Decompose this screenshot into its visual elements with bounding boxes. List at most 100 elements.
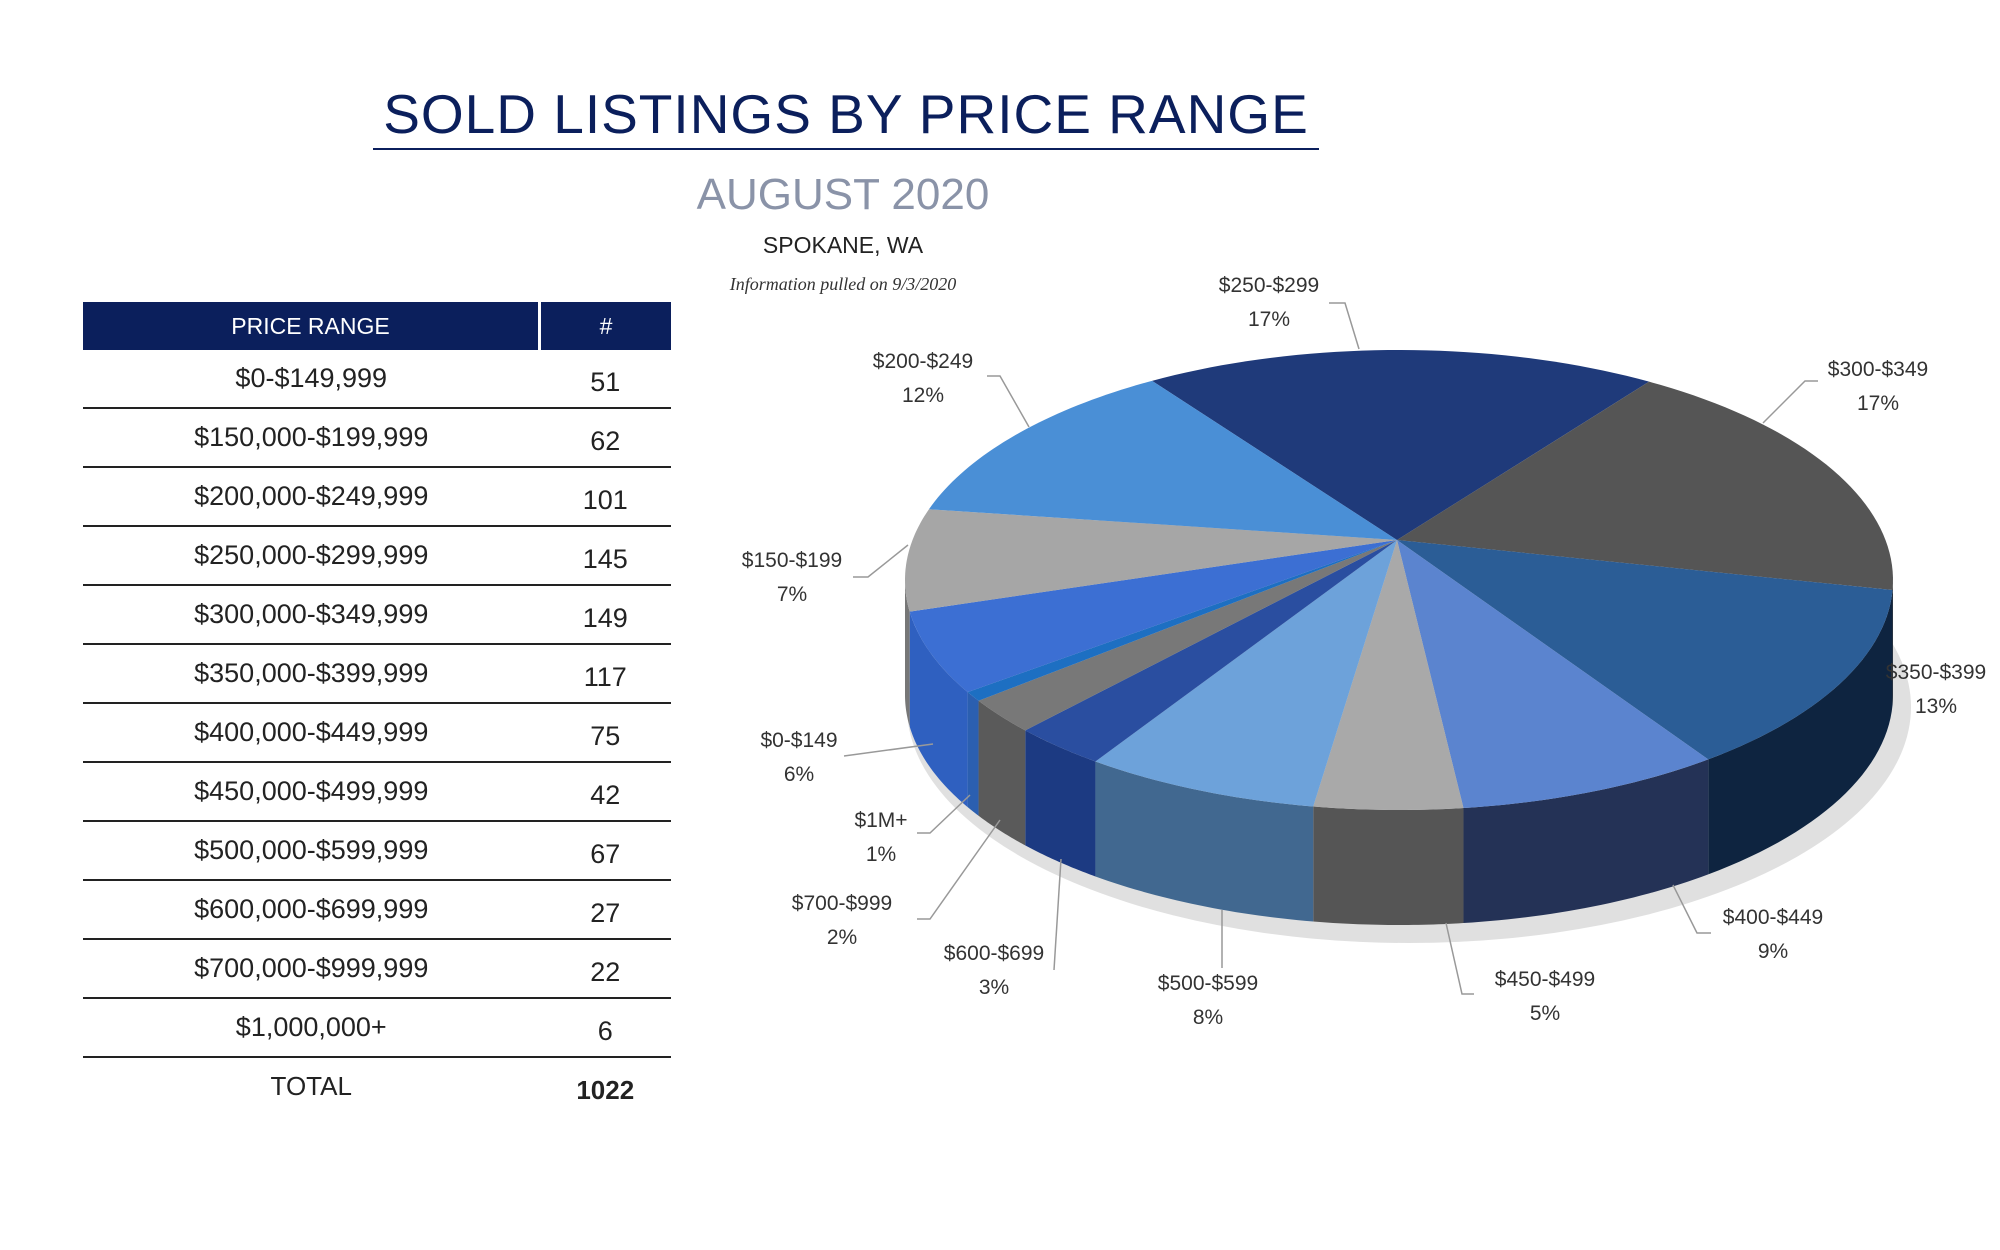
leader-line [1762, 380, 1818, 424]
header-price-range: PRICE RANGE [83, 302, 541, 350]
table-row: $0-$149,999 51 [83, 350, 671, 409]
price-range-cell: $1,000,000+ [83, 998, 540, 1058]
price-range-cell: $300,000-$349,999 [83, 585, 540, 645]
leader-line [853, 544, 909, 578]
page-title: SOLD LISTINGS BY PRICE RANGE [383, 83, 1309, 145]
slice-label: $250-$299 [1219, 274, 1319, 297]
count-cell: 149 [539, 585, 671, 645]
slice-label: $700-$999 [792, 892, 892, 915]
table-row: $300,000-$349,999 149 [83, 585, 671, 645]
pie-slice-side [978, 700, 1026, 846]
slice-percent: 12% [902, 384, 944, 407]
slice-label: $450-$499 [1495, 968, 1595, 991]
count-cell: 67 [539, 821, 671, 881]
location: SPOKANE, WA [762, 232, 924, 258]
subtitle-month: AUGUST 2020 [696, 170, 990, 219]
price-range-cell: $500,000-$599,999 [83, 821, 540, 881]
slice-percent: 17% [1857, 392, 1899, 415]
pie-slice [928, 380, 1397, 540]
price-range-table: PRICE RANGE # $0-$149,999 51 $150,000-$199… [83, 302, 671, 1115]
table-header: PRICE RANGE # [83, 302, 671, 350]
price-range-cell: $200,000-$249,999 [83, 467, 540, 527]
count-cell: 117 [539, 644, 671, 704]
count-cell: 62 [539, 408, 671, 468]
price-range-cell: $450,000-$499,999 [83, 762, 540, 822]
leader-line [1329, 302, 1360, 350]
leader-line [917, 819, 1001, 920]
pie-slice-side [1313, 806, 1464, 925]
pie-slice [978, 540, 1397, 731]
table-row: $150,000-$199,999 62 [83, 408, 671, 468]
table-row: $700,000-$999,999 22 [83, 939, 671, 999]
table-row: $200,000-$249,999 101 [83, 467, 671, 527]
total-value: 1022 [576, 1075, 635, 1105]
pie-slice-side [1095, 761, 1314, 922]
count-cell: 51 [539, 350, 671, 409]
leader-line [1672, 884, 1711, 934]
total-label: TOTAL [270, 1071, 352, 1101]
pie-slice [967, 540, 1397, 701]
pie-slice-side [909, 611, 968, 808]
slice-percent: 6% [784, 763, 814, 786]
leader-line [917, 794, 971, 834]
table-row: $600,000-$699,999 27 [83, 880, 671, 940]
header-count: # [539, 302, 671, 350]
pie-slice-side [967, 692, 979, 816]
pie-slice-side [1708, 590, 1893, 875]
slice-label: $350-$399 [1886, 661, 1986, 684]
slice-label: $0-$149 [760, 729, 837, 752]
table-row: $500,000-$599,999 67 [83, 821, 671, 881]
price-range-cell: $0-$149,999 [83, 350, 540, 409]
pie-slice [909, 540, 1397, 693]
slice-percent: 2% [827, 926, 857, 949]
slice-percent: 17% [1248, 308, 1290, 331]
count-cell: 145 [539, 526, 671, 586]
slice-label: $1M+ [854, 809, 907, 832]
table-row: $450,000-$499,999 42 [83, 762, 671, 822]
count-cell: 75 [539, 703, 671, 763]
count-cell: 22 [539, 939, 671, 999]
title-underline [373, 148, 1319, 150]
pie-slice-side [1463, 759, 1709, 924]
info-note: Information pulled on 9/3/2020 [729, 274, 957, 294]
table-row: $250,000-$299,999 145 [83, 526, 671, 586]
slice-percent: 5% [1530, 1002, 1560, 1025]
count-cell: 6 [539, 998, 671, 1058]
pie-slice-side [1025, 730, 1096, 877]
total-row: TOTAL 1022 [83, 1057, 671, 1115]
slice-percent: 3% [979, 976, 1009, 999]
price-range-cell: $700,000-$999,999 [83, 939, 540, 999]
count-cell: 42 [539, 762, 671, 822]
count-cell: 101 [539, 467, 671, 527]
table-row: $400,000-$449,999 75 [83, 703, 671, 763]
table-row: $350,000-$399,999 117 [83, 644, 671, 704]
pie-slice [1095, 540, 1397, 807]
price-range-cell: $250,000-$299,999 [83, 526, 540, 586]
pie-slice [1397, 540, 1709, 809]
slice-label: $150-$199 [742, 549, 842, 572]
price-range-cell: $400,000-$449,999 [83, 703, 540, 763]
pie-slice [1025, 540, 1397, 762]
slice-label: $600-$699 [944, 942, 1044, 965]
slice-label: $300-$349 [1828, 358, 1928, 381]
leader-line [843, 743, 934, 757]
slice-label: $500-$599 [1158, 972, 1258, 995]
slice-label: $400-$449 [1723, 906, 1823, 929]
pie-slice [905, 509, 1397, 612]
pie-slice [1397, 381, 1893, 591]
slice-label: $200-$249 [873, 350, 973, 373]
pie-slice [1397, 540, 1893, 760]
leader-line [1445, 922, 1474, 995]
count-cell: 27 [539, 880, 671, 940]
leader-line [1053, 858, 1062, 971]
table-row: $1,000,000+ 6 [83, 998, 671, 1058]
slice-percent: 7% [777, 583, 807, 606]
slice-percent: 13% [1915, 695, 1957, 718]
pie-slice [1152, 350, 1650, 540]
price-range-cell: $600,000-$699,999 [83, 880, 540, 940]
price-range-cell: $150,000-$199,999 [83, 408, 540, 468]
pie-slice-side [905, 580, 910, 727]
pie-slice [1313, 540, 1464, 810]
slice-percent: 8% [1193, 1006, 1223, 1029]
